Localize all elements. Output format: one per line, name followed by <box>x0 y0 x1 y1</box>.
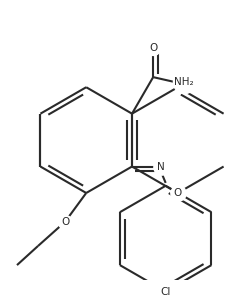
Text: O: O <box>61 217 69 227</box>
Text: Cl: Cl <box>161 286 171 295</box>
Text: O: O <box>174 188 182 198</box>
Text: NH₂: NH₂ <box>174 77 194 87</box>
Text: O: O <box>149 43 157 53</box>
Text: N: N <box>157 162 165 172</box>
